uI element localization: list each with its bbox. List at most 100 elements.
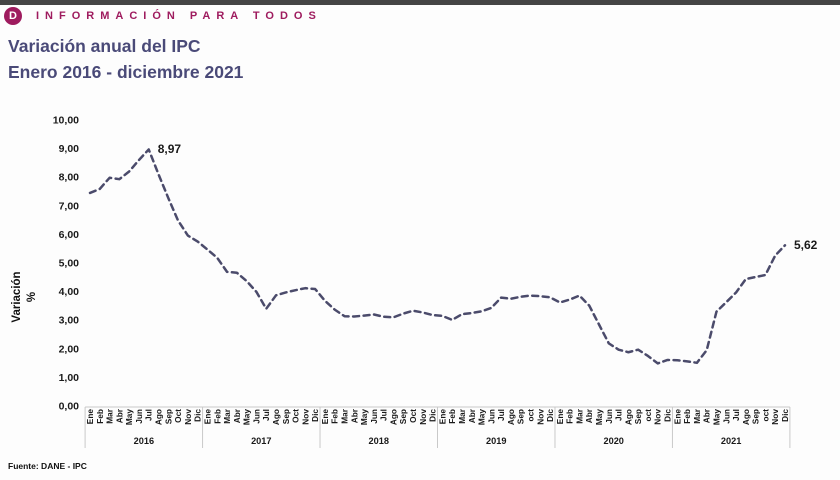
y-tick-label: 2,00: [59, 343, 80, 355]
dane-logo-icon: D: [4, 7, 22, 25]
x-tick-label: Abr: [232, 408, 242, 423]
x-tick-label: Ago: [506, 409, 516, 425]
x-tick-label: Mar: [574, 408, 584, 424]
x-tick-label: May: [477, 409, 487, 426]
x-tick-label: Sep: [751, 409, 761, 424]
x-tick-label: Feb: [95, 409, 105, 424]
x-tick-label: Feb: [447, 409, 457, 424]
x-tick-label: May: [359, 409, 369, 426]
x-tick-label: Nov: [300, 409, 310, 425]
x-tick-label: Jun: [604, 409, 614, 424]
x-tick-label: Jun: [486, 409, 496, 424]
y-tick-label: 9,00: [59, 143, 80, 155]
year-label: 2019: [486, 436, 506, 446]
year-label: 2020: [603, 436, 623, 446]
x-tick-label: oct: [760, 409, 770, 422]
x-tick-label: oct: [525, 409, 535, 422]
y-tick-label: 10,00: [53, 115, 79, 127]
x-tick-label: Dic: [780, 409, 790, 422]
x-tick-label: Oct: [408, 409, 418, 423]
x-tick-label: Feb: [212, 409, 222, 424]
x-tick-label: Abr: [702, 408, 712, 423]
x-tick-label: Dic: [310, 409, 320, 422]
x-tick-label: Ene: [85, 409, 95, 425]
x-tick-label: Jul: [731, 409, 741, 421]
x-tick-label: Mar: [105, 408, 115, 424]
year-label: 2021: [721, 436, 741, 446]
chart-title-block: Variación anual del IPC Enero 2016 - dic…: [8, 33, 243, 85]
x-tick-label: Nov: [418, 409, 428, 425]
x-tick-label: Ago: [271, 409, 281, 425]
x-tick-label: Abr: [114, 408, 124, 423]
x-tick-label: Ago: [388, 409, 398, 425]
x-tick-label: Nov: [770, 409, 780, 425]
x-tick-label: Dic: [663, 409, 673, 422]
x-tick-label: Nov: [183, 409, 193, 425]
x-tick-label: Sep: [281, 409, 291, 424]
top-bar: [0, 0, 840, 5]
x-tick-label: Oct: [173, 409, 183, 423]
year-label: 2016: [134, 436, 154, 446]
x-tick-label: Nov: [535, 409, 545, 425]
x-tick-label: Jul: [496, 409, 506, 421]
x-tick-label: Sep: [516, 409, 526, 424]
y-tick-label: 7,00: [59, 200, 80, 212]
x-tick-label: May: [711, 409, 721, 426]
x-tick-label: Jul: [614, 409, 624, 421]
chart-title-line2: Enero 2016 - diciembre 2021: [8, 62, 244, 82]
x-tick-label: Jul: [144, 409, 154, 421]
x-tick-label: Jun: [721, 409, 731, 424]
y-tick-label: 0,00: [59, 401, 80, 413]
x-tick-label: Mar: [222, 408, 232, 424]
x-tick-label: Ago: [741, 409, 751, 425]
x-tick-label: Jul: [261, 409, 271, 421]
x-tick-label: Mar: [692, 408, 702, 424]
y-tick-label: 8,00: [59, 172, 80, 184]
x-tick-label: Nov: [653, 409, 663, 425]
x-tick-label: Abr: [349, 408, 359, 423]
x-tick-label: Dic: [428, 409, 438, 422]
x-tick-label: Ene: [555, 409, 565, 425]
y-tick-label: 1,00: [59, 372, 80, 384]
x-tick-label: Feb: [330, 409, 340, 424]
y-tick-label: 5,00: [59, 258, 80, 270]
x-tick-label: Oct: [291, 409, 301, 423]
x-tick-label: Sep: [633, 409, 643, 424]
data-point-annotation: 5,62: [794, 238, 818, 252]
x-tick-label: Mar: [457, 408, 467, 424]
x-tick-label: Dic: [193, 409, 203, 422]
x-tick-label: Feb: [682, 409, 692, 424]
source-note: Fuente: DANE - IPC: [8, 461, 87, 471]
x-tick-label: Ago: [623, 409, 633, 425]
x-tick-label: Jun: [251, 409, 261, 424]
x-tick-label: oct: [643, 409, 653, 422]
x-tick-label: Sep: [163, 409, 173, 424]
x-tick-label: May: [124, 409, 134, 426]
x-tick-label: Ene: [437, 409, 447, 425]
brand-text: INFORMACIÓN PARA TODOS: [36, 10, 322, 22]
year-label: 2018: [369, 436, 389, 446]
chart-title-line1: Variación anual del IPC: [8, 36, 201, 56]
x-tick-label: Ene: [672, 409, 682, 425]
x-tick-label: Ene: [320, 409, 330, 425]
x-tick-label: Abr: [584, 408, 594, 423]
year-label: 2017: [251, 436, 271, 446]
y-tick-label: 4,00: [59, 286, 80, 298]
x-tick-label: Dic: [545, 409, 555, 422]
data-point-annotation: 8,97: [158, 142, 182, 156]
dane-logo-letter: D: [9, 10, 17, 22]
y-tick-label: 6,00: [59, 229, 80, 241]
ipc-line: [88, 148, 787, 365]
x-tick-label: Ago: [154, 409, 164, 425]
x-tick-label: Sep: [398, 409, 408, 424]
x-tick-label: May: [242, 409, 252, 426]
x-tick-label: May: [594, 409, 604, 426]
header: D INFORMACIÓN PARA TODOS: [4, 6, 322, 26]
x-tick-label: Jun: [134, 409, 144, 424]
x-tick-label: Ene: [202, 409, 212, 425]
x-tick-label: Jul: [379, 409, 389, 421]
x-tick-label: Jun: [369, 409, 379, 424]
x-tick-label: Mar: [340, 408, 350, 424]
x-tick-label: Abr: [467, 408, 477, 423]
